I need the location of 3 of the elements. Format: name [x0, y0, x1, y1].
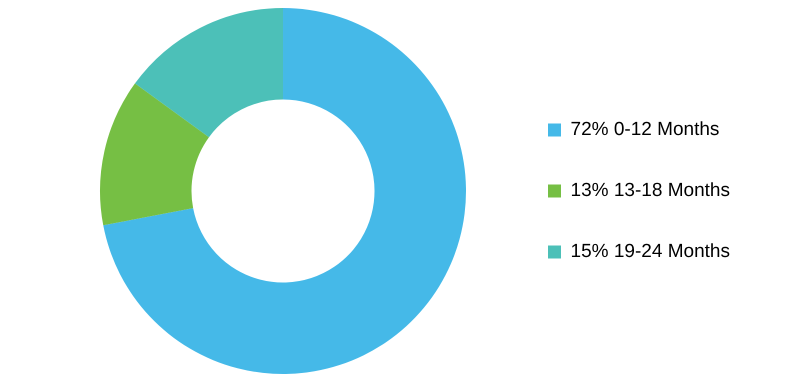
legend-label: 15% 19-24 Months	[570, 241, 730, 262]
legend-label: 72% 0-12 Months	[570, 119, 720, 140]
legend-label: 13% 13-18 Months	[570, 180, 730, 202]
